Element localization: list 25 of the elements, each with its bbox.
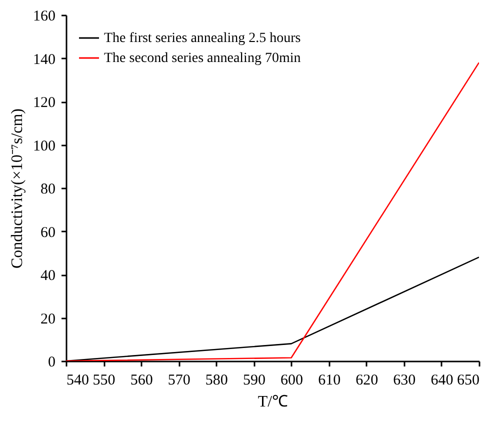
- y-tick-label: 120: [33, 95, 56, 111]
- y-tick-label: 60: [40, 224, 56, 241]
- x-tick-label: 600: [280, 372, 304, 388]
- y-tick-label: 140: [33, 52, 56, 68]
- y-axis-title: Conductivity(×10⁻⁷s/cm): [9, 108, 26, 269]
- x-tick-label: 560: [130, 372, 153, 388]
- y-tick-label: 40: [40, 268, 56, 284]
- x-tick-label: 640: [430, 372, 454, 388]
- x-tick-label: 540: [66, 372, 89, 388]
- x-tick-label: 550: [92, 372, 116, 388]
- x-tick-label: 630: [393, 372, 416, 388]
- x-tick-label: 580: [205, 372, 228, 388]
- x-tick-label: 590: [242, 372, 266, 388]
- legend-label: The second series annealing 70min: [104, 51, 301, 66]
- legend-label: The first series annealing 2.5 hours: [104, 31, 301, 46]
- x-axis-title: T/℃: [258, 394, 288, 410]
- x-tick-label: 620: [356, 372, 378, 388]
- y-tick-label: 0: [48, 354, 56, 370]
- x-tick-label: 570: [168, 372, 190, 388]
- x-tick-label: 610: [318, 372, 341, 388]
- y-tick-label: 80: [40, 182, 56, 198]
- y-tick-label: 160: [33, 8, 56, 24]
- y-tick-label: 20: [40, 311, 56, 328]
- y-tick-label: 100: [33, 138, 56, 154]
- x-tick-label: 650: [457, 372, 480, 388]
